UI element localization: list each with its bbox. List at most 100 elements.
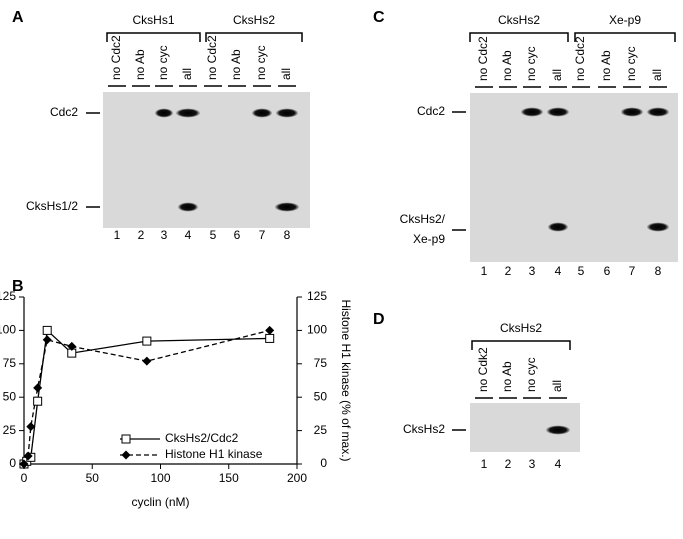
y2-tick-label: 50 [314,389,328,403]
lane-label: no Ab [229,49,243,80]
y-tick-label: 100 [0,323,16,337]
x-tick-label: 200 [287,471,307,485]
panel-letter: C [373,9,385,26]
x-tick-label: 150 [219,471,239,485]
marker [142,356,152,366]
band [547,107,569,117]
band-label: CksHs2/ [400,212,446,226]
y-tick-label: 75 [3,356,17,370]
marker [142,336,152,346]
marker [23,451,33,461]
lane-label: no Cdc2 [205,35,219,80]
axes [23,297,298,465]
panel-letter: B [12,278,24,295]
band-label: CksHs2 [403,422,445,436]
lane-number: 4 [555,457,562,471]
band [548,222,568,232]
lane-label: no Ab [500,361,514,392]
x-tick-label: 100 [150,471,170,485]
lane-label: no Ab [500,50,514,81]
lane-number: 4 [555,264,562,278]
lane-label: no cyc [156,45,170,80]
group-bracket [205,32,303,42]
band [176,108,200,118]
band [521,107,543,117]
lane-number: 8 [284,228,291,242]
lane-label: all [550,69,564,81]
panel-letter: D [373,311,385,328]
lane-number: 1 [114,228,121,242]
y2-tick-label: 125 [307,289,327,303]
gel [103,92,310,228]
band [275,202,299,212]
lane-number: 1 [481,457,488,471]
y2-tick-label: 25 [314,423,328,437]
legend-label: CksHs2/Cdc2 [165,431,239,445]
lane-number: 6 [604,264,611,278]
x-tick-label: 50 [86,471,100,485]
lane-label: no cyc [524,46,538,81]
lane-number: 5 [210,228,217,242]
y-tick-label: 50 [3,389,17,403]
lane-number: 4 [185,228,192,242]
lane-label: no Cdc2 [109,35,123,80]
band [546,425,570,435]
group-bracket [574,32,676,42]
marker [19,459,29,469]
group-label: CksHs1 [132,13,174,27]
y-tick-label: 25 [3,423,17,437]
lane-number: 5 [578,264,585,278]
lane-label: no Ab [599,50,613,81]
band-label: Cdc2 [417,104,445,118]
marker [121,450,131,460]
lane-number: 3 [529,457,536,471]
group-bracket [469,32,569,42]
lane-number: 3 [529,264,536,278]
group-label: CksHs2 [500,321,542,335]
group-label: CksHs2 [498,13,540,27]
lane-number: 2 [138,228,145,242]
lane-number: 6 [234,228,241,242]
group-label: Xe-p9 [609,13,641,27]
band [155,108,173,118]
series-line [23,329,270,465]
x-axis-label: cyclin (nM) [131,495,189,509]
lane-number: 7 [259,228,266,242]
lane-label: no Cdc2 [573,36,587,81]
group-bracket [471,340,571,350]
y-tick-label: 125 [0,289,16,303]
marker [33,396,43,406]
lane-number: 3 [161,228,168,242]
band [252,108,272,118]
lane-number: 1 [481,264,488,278]
lane-number: 2 [505,264,512,278]
band-label: CksHs1/2 [26,199,78,213]
group-bracket [106,32,201,42]
marker [42,335,52,345]
y-tick-label: 0 [9,456,16,470]
lane-label: no Ab [133,49,147,80]
y2-tick-label: 100 [307,323,327,337]
marker [121,434,131,444]
marker [67,341,77,351]
band [178,202,198,212]
y2-tick-label: 0 [320,456,327,470]
lane-label: all [279,68,293,80]
marker [265,333,275,343]
lane-label: no cyc [624,46,638,81]
lane-label: all [550,380,564,392]
lane-label: no cyc [524,357,538,392]
band [621,107,643,117]
band [647,222,669,232]
x-tick-label: 0 [21,471,28,485]
legend-label: Histone H1 kinase [165,447,263,461]
marker [26,422,36,432]
band-label: Xe-p9 [413,232,445,246]
marker [265,325,275,335]
panel-letter: A [12,9,24,26]
lane-number: 2 [505,457,512,471]
band [647,107,669,117]
lane-number: 8 [655,264,662,278]
lane-number: 7 [629,264,636,278]
